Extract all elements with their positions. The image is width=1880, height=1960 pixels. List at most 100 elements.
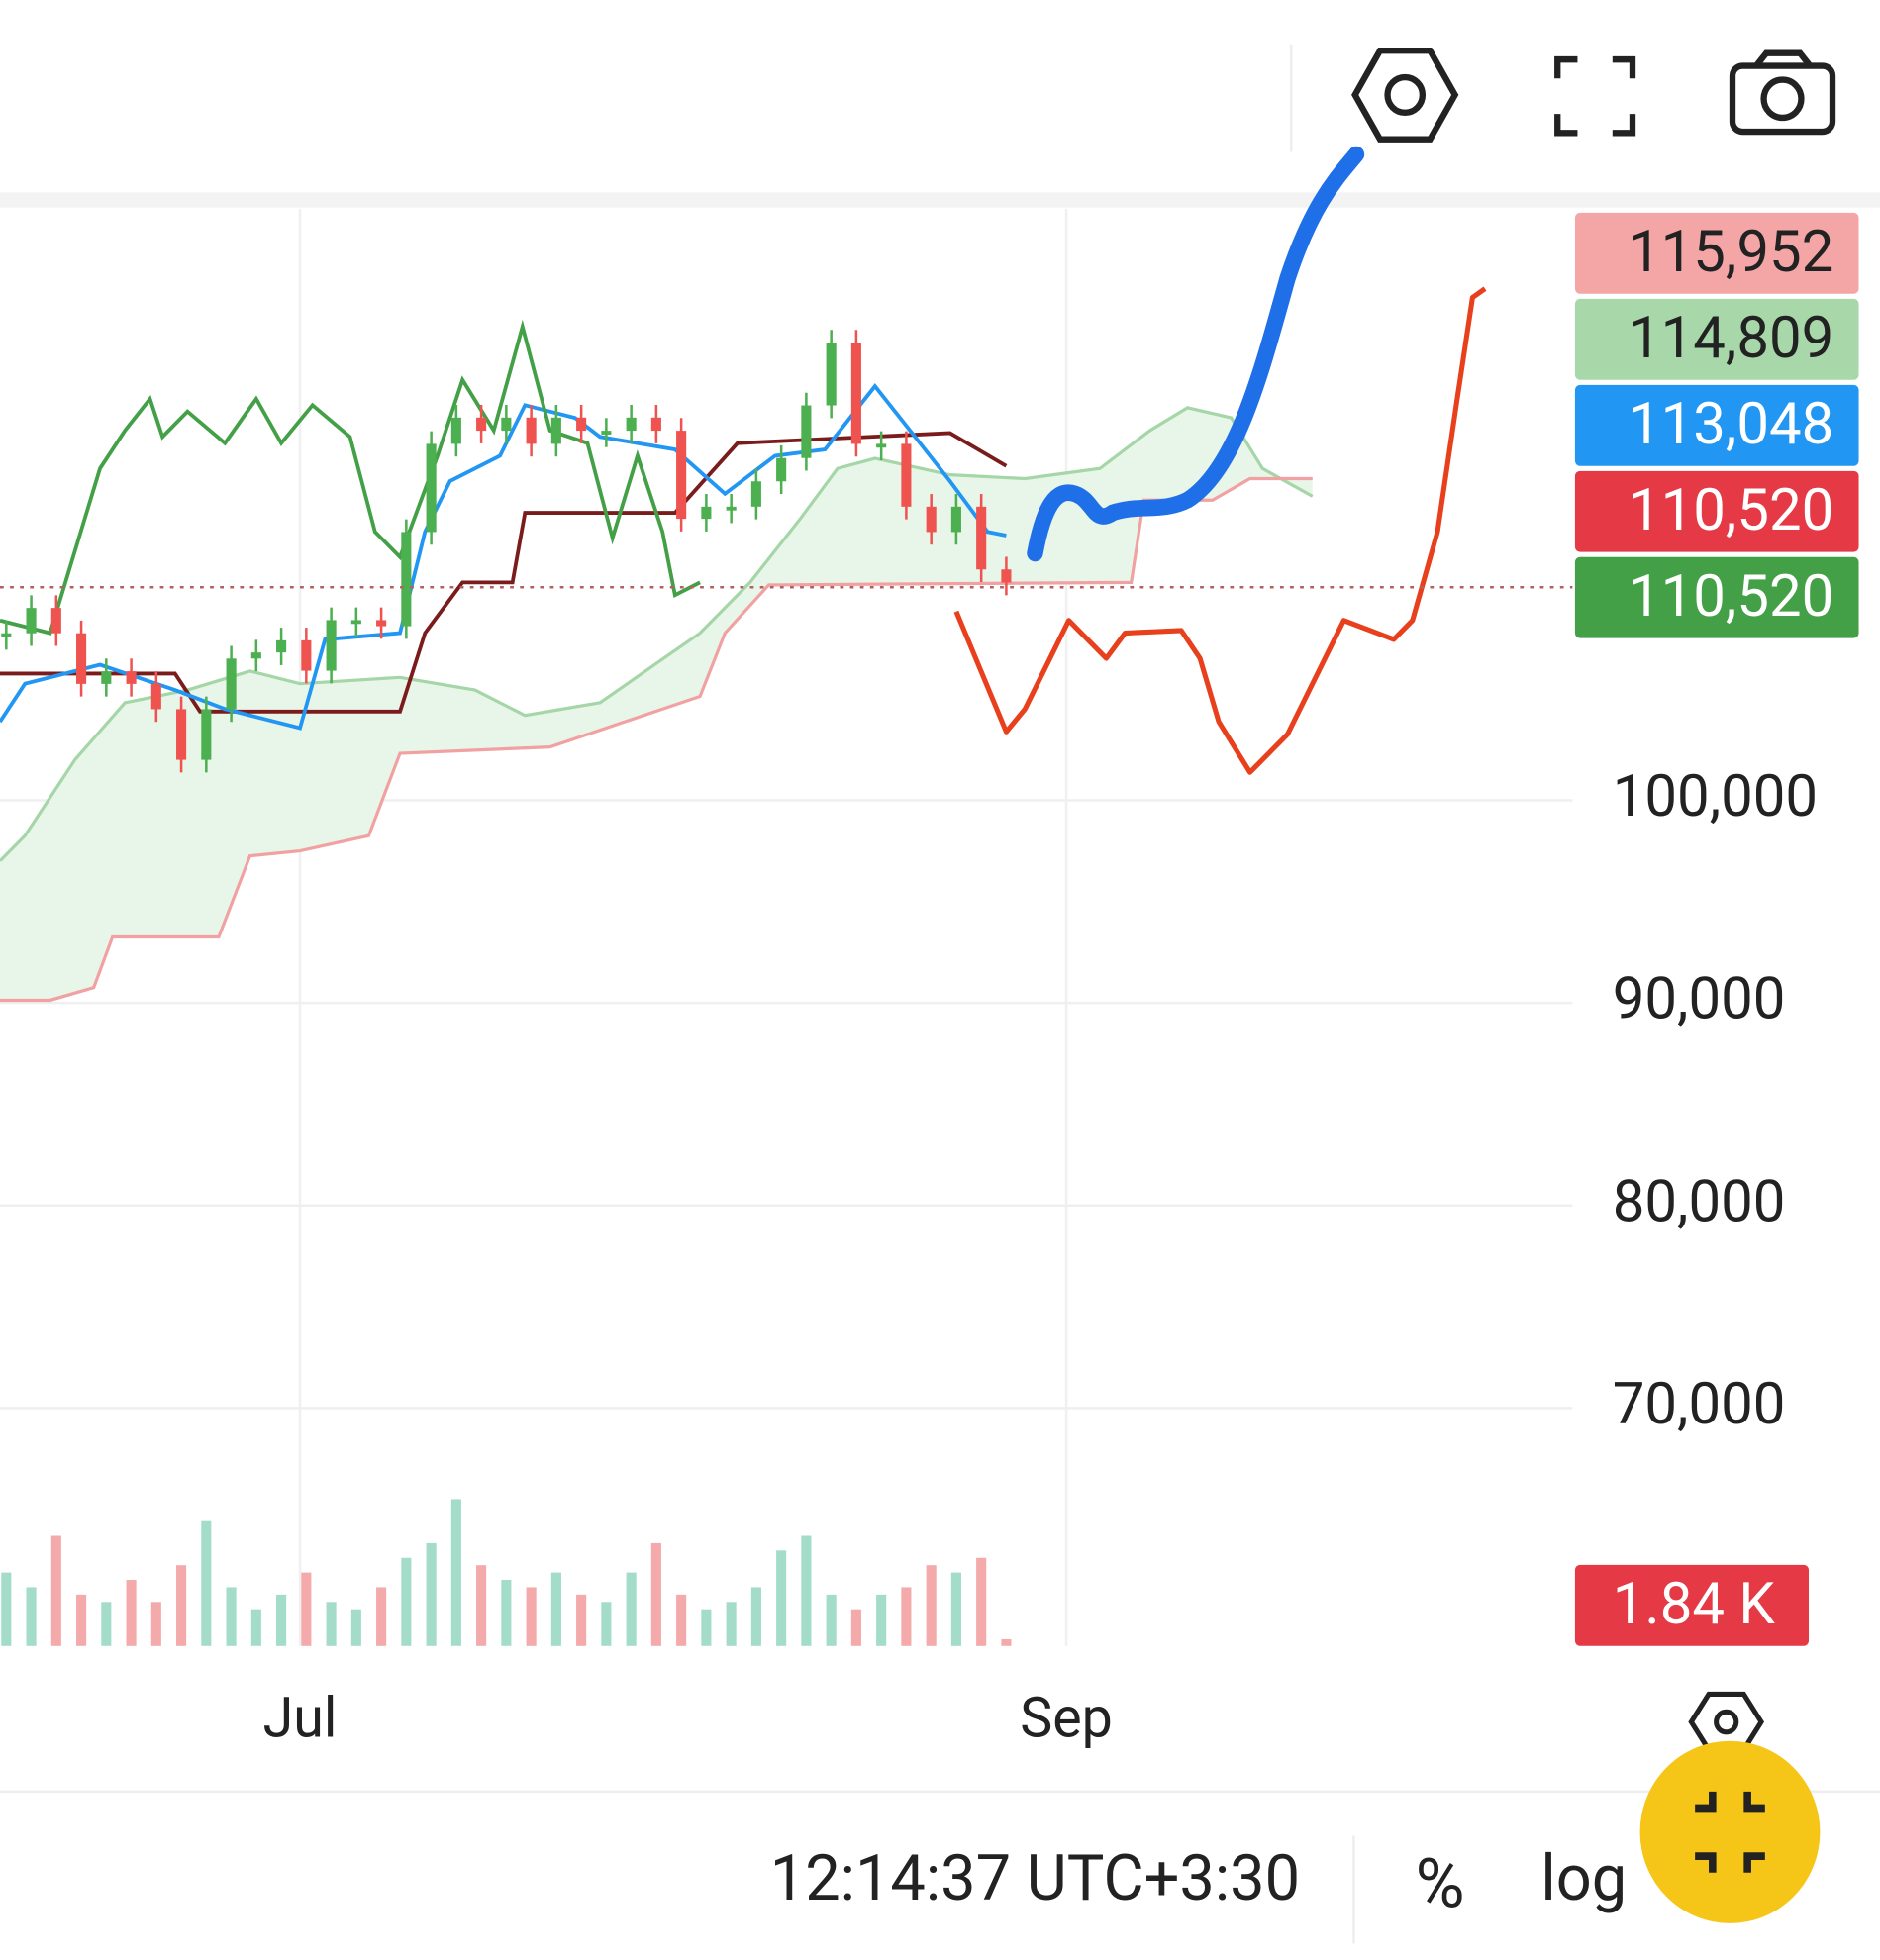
price-labels: 115,952 114,809 113,048 110,520 110,520 1.84 …: [0, 212, 1859, 1646]
volume-bar: [926, 1565, 937, 1646]
candle: [701, 506, 712, 520]
y-tick-label: 80,000: [1613, 1168, 1786, 1235]
volume-bar: [350, 1609, 361, 1646]
candle: [826, 343, 837, 406]
candle: [850, 343, 861, 444]
settings-button[interactable]: [1351, 47, 1459, 143]
candle: [101, 671, 112, 684]
y-tick-label: 70,000: [1613, 1371, 1786, 1438]
y-tick-label: 100,000: [1613, 763, 1818, 831]
candle: [26, 608, 37, 634]
price-label: 110,520: [1629, 562, 1833, 630]
candle: [650, 417, 661, 432]
volume-bar: [1001, 1638, 1012, 1646]
candle: [326, 620, 337, 671]
price-label-box: [1574, 556, 1859, 638]
x-tick-label: Sep: [1020, 1685, 1113, 1750]
candle: [50, 608, 61, 634]
volume-bar: [426, 1542, 437, 1646]
volume-bar: [950, 1572, 961, 1646]
candle: [376, 620, 387, 627]
volume-bar: [450, 1499, 461, 1646]
drawing-bullish: [1027, 146, 1365, 562]
volume-bar: [701, 1609, 712, 1646]
candle: [526, 417, 537, 444]
volume-bar: [176, 1565, 187, 1646]
candle: [1001, 569, 1012, 583]
candle: [750, 481, 761, 507]
candle: [576, 417, 587, 432]
volume-bar: [650, 1542, 661, 1646]
volume-bar: [626, 1572, 637, 1646]
tenkan-line: [0, 383, 1007, 731]
kijun-line: [0, 431, 1008, 714]
volume-bars: [1, 1499, 1012, 1646]
candle: [626, 417, 637, 432]
candle: [550, 417, 561, 444]
volume-bar: [601, 1602, 612, 1646]
volume-label-box: [1574, 1564, 1810, 1646]
candle: [1, 633, 12, 637]
price-label-box: [1574, 298, 1859, 380]
candle: [776, 457, 787, 482]
price-label: 110,520: [1629, 476, 1833, 543]
chikou-line: [0, 319, 701, 636]
clock: 12:14:37 UTC+3:30: [770, 1840, 1300, 1914]
candle: [726, 506, 737, 511]
fullscreen-button[interactable]: [1554, 55, 1636, 137]
candle: [501, 417, 512, 432]
candle: [601, 431, 612, 435]
candle: [76, 633, 87, 684]
screenshot-button[interactable]: [1729, 49, 1836, 136]
volume-bar: [126, 1580, 137, 1646]
candle: [226, 658, 237, 710]
candle: [901, 443, 912, 507]
volume-bar: [201, 1520, 212, 1646]
grid: 100,000 90,000 80,000 70,000 Jul Sep: [0, 763, 1818, 1750]
volume-bar: [476, 1565, 487, 1646]
candle: [276, 639, 287, 653]
candle: [801, 405, 812, 458]
candle: [876, 443, 887, 448]
candle: [176, 709, 187, 760]
candle: [126, 671, 137, 684]
candle: [201, 709, 212, 760]
volume-bar: [801, 1535, 812, 1646]
volume-bar: [726, 1602, 737, 1646]
volume-bar: [676, 1594, 687, 1646]
header-separator: [0, 192, 1880, 208]
volume-label: 1.84 K: [1613, 1571, 1775, 1638]
volume-bar: [50, 1535, 61, 1646]
candles: [1, 330, 1012, 773]
volume-bar: [876, 1594, 887, 1646]
candle: [426, 443, 437, 533]
volume-bar: [976, 1557, 987, 1646]
price-label-box: [1574, 384, 1859, 466]
candle: [301, 639, 312, 671]
price-label: 115,952: [1629, 219, 1833, 286]
volume-bar: [401, 1557, 412, 1646]
volume-bar: [250, 1609, 261, 1646]
candle: [676, 431, 687, 520]
volume-bar: [776, 1550, 787, 1646]
volume-bar: [326, 1602, 337, 1646]
candle: [976, 506, 987, 570]
log-toggle[interactable]: log: [1540, 1840, 1627, 1914]
collapse-button[interactable]: [1639, 1740, 1821, 1923]
candle: [401, 532, 412, 627]
volume-bar: [276, 1594, 287, 1646]
candle: [350, 620, 361, 625]
volume-bar: [850, 1609, 861, 1646]
candle: [950, 506, 961, 533]
volume-bar: [526, 1587, 537, 1646]
volume-bar: [101, 1602, 112, 1646]
volume-bar: [1, 1572, 12, 1646]
price-label: 114,809: [1629, 305, 1833, 372]
price-label-box: [1574, 470, 1859, 552]
volume-bar: [26, 1587, 37, 1646]
x-tick-label: Jul: [263, 1685, 338, 1750]
percent-toggle[interactable]: %: [1416, 1843, 1465, 1924]
drawing-bearish: [953, 286, 1487, 775]
